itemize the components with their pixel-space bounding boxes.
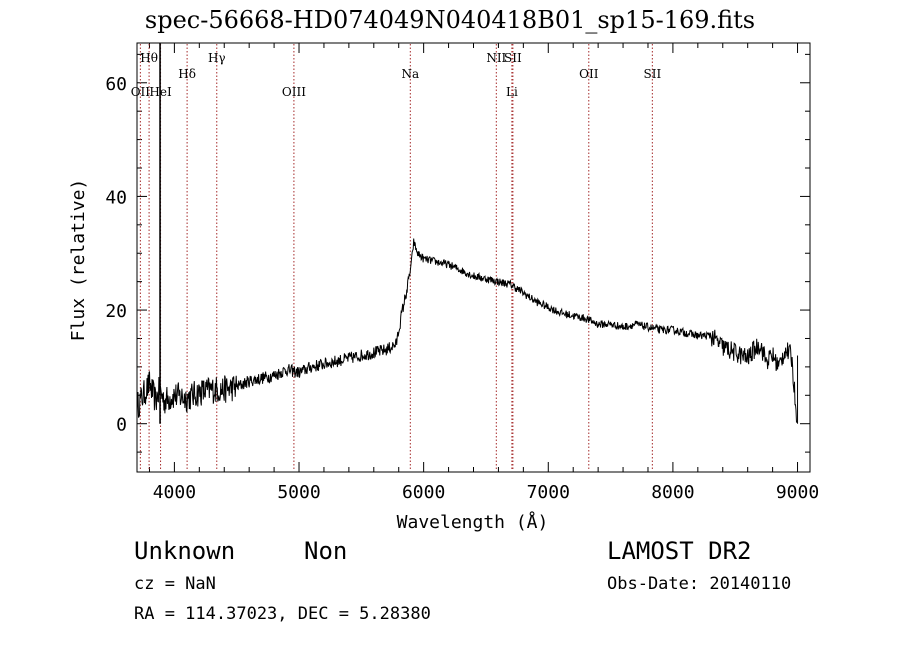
line-label: OIII: [282, 85, 306, 99]
x-tick-label: 6000: [402, 482, 445, 503]
x-axis-label: Wavelength (Å): [396, 512, 549, 533]
y-axis-label: Flux (relative): [68, 179, 89, 342]
line-label: NII: [486, 51, 506, 65]
survey-name: LAMOST DR2: [607, 537, 752, 565]
line-label: Li: [506, 85, 518, 99]
y-tick-label: 0: [116, 415, 127, 436]
spectral-line-markers: HθOIIHeIHδHγOIIINaNIISIILiOIISII: [131, 44, 661, 471]
coordinates-readout: RA = 114.37023, DEC = 5.28380: [134, 604, 431, 624]
chart-title: spec-56668-HD074049N040418B01_sp15-169.f…: [144, 6, 756, 34]
y-tick-label: 60: [105, 74, 127, 95]
y-tick-label: 20: [105, 301, 127, 322]
x-tick-label: 9000: [776, 482, 819, 503]
x-tick-label: 7000: [527, 482, 570, 503]
y-tick-label: 40: [105, 187, 127, 208]
line-label: Hθ: [140, 51, 158, 65]
line-label: OII: [131, 85, 151, 99]
redshift-readout: cz = NaN: [134, 574, 216, 594]
line-label: Na: [401, 67, 419, 81]
line-label: OII: [579, 67, 599, 81]
flux-series: [136, 43, 799, 424]
plot-frame: [136, 42, 811, 473]
line-label: Hδ: [178, 67, 196, 81]
line-label: SII: [643, 67, 661, 81]
object-class: Unknown: [134, 537, 236, 565]
x-tick-label: 4000: [153, 482, 196, 503]
line-label: Hγ: [208, 51, 226, 65]
x-tick-label: 5000: [277, 482, 320, 503]
observation-date: Obs-Date: 20140110: [607, 574, 792, 594]
flux-line: [136, 238, 797, 423]
x-tick-label: 8000: [651, 482, 694, 503]
line-label: SII: [504, 51, 522, 65]
plot-axes: 4000 5000 6000 7000 8000 9000 0 20 40 60: [105, 42, 819, 503]
object-subclass: Non: [304, 537, 348, 565]
